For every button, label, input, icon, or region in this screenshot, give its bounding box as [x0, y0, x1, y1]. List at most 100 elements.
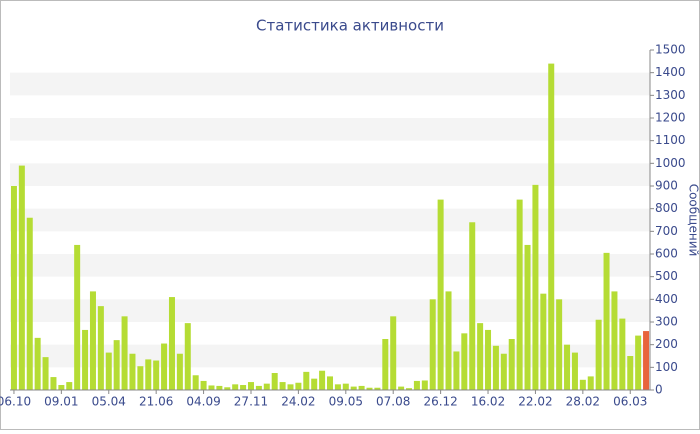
bar	[359, 386, 365, 390]
bar	[556, 299, 562, 390]
bar	[82, 330, 88, 390]
x-tick-label: 28.02	[566, 395, 600, 409]
x-tick-label: 27.11	[234, 395, 268, 409]
chart-title: Статистика активности	[256, 17, 444, 35]
x-tick-label: 21.06	[139, 395, 173, 409]
x-tick-label: 16.02	[471, 395, 505, 409]
y-tick-label: 300	[655, 315, 678, 329]
bar	[177, 354, 183, 390]
bar	[201, 381, 207, 390]
bar	[106, 353, 112, 390]
y-tick-label: 1200	[655, 111, 686, 125]
bar	[604, 253, 610, 390]
y-tick-label: 1100	[655, 133, 686, 147]
y-tick-label: 600	[655, 247, 678, 261]
bar	[193, 375, 199, 390]
bar	[564, 345, 570, 390]
bar	[153, 361, 159, 390]
y-tick-label: 700	[655, 224, 678, 238]
bar	[303, 372, 309, 390]
y-tick-label: 0	[655, 383, 663, 397]
bar	[501, 354, 507, 390]
x-tick-label: 07.08	[376, 395, 410, 409]
bar	[446, 291, 452, 390]
y-tick-label: 1300	[655, 88, 686, 102]
x-tick-label: 05.04	[92, 395, 126, 409]
bar	[438, 200, 444, 390]
bar	[611, 291, 617, 390]
bar	[280, 382, 286, 390]
bar	[351, 387, 357, 390]
bar	[398, 387, 404, 390]
bar	[208, 385, 214, 390]
bar	[137, 366, 143, 390]
bar	[596, 320, 602, 390]
bar	[66, 382, 72, 390]
bar	[232, 384, 238, 390]
bar	[98, 306, 104, 390]
y-axis-title: Сообщений	[687, 184, 700, 257]
bar	[580, 380, 586, 390]
bar	[477, 323, 483, 390]
bar	[335, 384, 341, 390]
y-tick-label: 1500	[655, 43, 686, 57]
y-tick-label: 500	[655, 269, 678, 283]
bar	[572, 353, 578, 390]
x-tick-label: 09.05	[329, 395, 363, 409]
bar	[643, 331, 649, 390]
y-tick-label: 200	[655, 337, 678, 351]
bar	[169, 297, 175, 390]
bar	[90, 291, 96, 390]
bar	[185, 323, 191, 390]
bar	[19, 166, 25, 390]
bar	[493, 346, 499, 390]
x-tick-label: 06.10	[0, 395, 31, 409]
bar	[240, 385, 246, 390]
y-tick-label: 900	[655, 179, 678, 193]
bar	[256, 386, 262, 390]
bar	[50, 377, 56, 390]
y-tick-label: 100	[655, 360, 678, 374]
bar	[145, 359, 151, 390]
y-tick-label: 1000	[655, 156, 686, 170]
y-tick-label: 800	[655, 201, 678, 215]
bar	[635, 336, 641, 390]
bar	[588, 376, 594, 390]
bar	[27, 218, 33, 390]
bar	[295, 383, 301, 390]
bar	[35, 338, 41, 390]
bar	[453, 351, 459, 390]
x-tick-label: 26.12	[423, 395, 457, 409]
bar	[43, 357, 49, 390]
bar	[525, 245, 531, 390]
bar	[540, 294, 546, 390]
y-tick-label: 1400	[655, 65, 686, 79]
bar	[430, 299, 436, 390]
bar	[548, 64, 554, 390]
bar	[161, 344, 167, 390]
bar	[509, 339, 515, 390]
bar	[532, 185, 538, 390]
bar	[517, 200, 523, 390]
bar	[343, 384, 349, 390]
bar	[248, 382, 254, 390]
x-tick-label: 22.02	[518, 395, 552, 409]
bar	[382, 339, 388, 390]
bar	[216, 386, 222, 390]
bar	[414, 381, 420, 390]
bar	[58, 385, 64, 390]
bar	[469, 222, 475, 390]
bar	[287, 384, 293, 390]
x-tick-label: 06.03	[613, 395, 647, 409]
bar	[264, 384, 270, 390]
y-tick-label: 400	[655, 292, 678, 306]
x-tick-label: 24.02	[281, 395, 315, 409]
bar	[74, 245, 80, 390]
bar	[311, 379, 317, 390]
bar	[461, 333, 467, 390]
bar	[422, 380, 428, 390]
bar	[390, 316, 396, 390]
bar	[485, 330, 491, 390]
bar	[319, 371, 325, 390]
